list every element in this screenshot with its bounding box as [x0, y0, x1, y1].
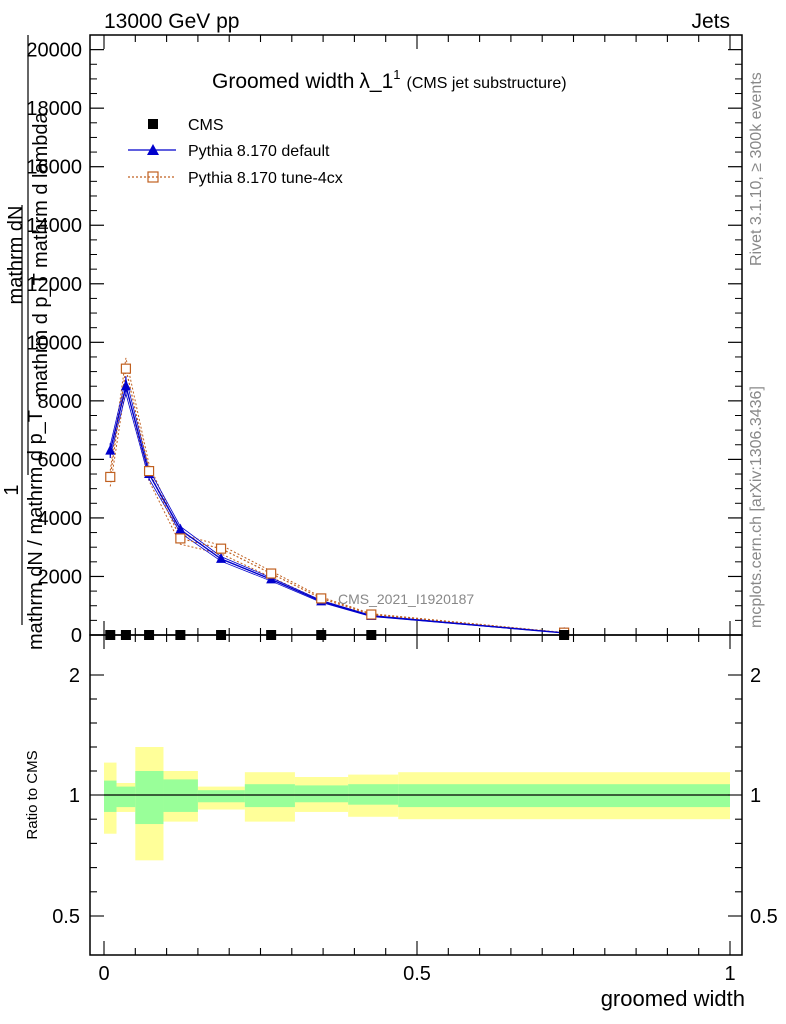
legend-default-label: Pythia 8.170 default	[188, 143, 330, 160]
y-tick-label: 0	[71, 625, 82, 647]
y-tick-label: 6000	[38, 449, 83, 471]
y-tick-label: 18000	[26, 98, 82, 120]
energy-label: 13000 GeV pp	[104, 10, 239, 33]
rivet-label: Rivet 3.1.10, ≥ 300k events	[748, 72, 765, 266]
y-tick-label: 8000	[38, 391, 83, 413]
ylabel-bottom: mathrm dN / mathrm d p_T	[25, 410, 47, 650]
tune-point	[175, 533, 186, 544]
tune-point	[366, 609, 377, 620]
series-tune-line	[109, 368, 565, 634]
x-tick-label: 0	[98, 963, 109, 985]
ratio-band-inner	[104, 780, 117, 812]
y-tick-label: 2000	[38, 566, 83, 588]
y-tick-label: 16000	[26, 157, 82, 179]
chart-title: Groomed width λ_11(CMS jet substructure)	[212, 67, 567, 93]
main-ticks: 0 2000 4000 6000 8000 10000 12000 14000 16000 180…	[26, 35, 742, 647]
legend: CMS Pythia 8.170 default Pythia 8.170 tu…	[128, 117, 343, 187]
y-tick-label: 20000	[26, 40, 82, 62]
process-label: Jets	[691, 10, 730, 33]
ratio-band-inner	[244, 784, 295, 808]
legend-cms-marker	[148, 119, 158, 129]
ratio-band-inner	[294, 785, 349, 803]
tune-point	[316, 593, 327, 604]
default-point	[120, 380, 131, 391]
ylabel-one: 1	[1, 484, 23, 495]
tune-point	[266, 568, 277, 579]
mcplots-label: mcplots.cern.ch [arXiv:1306.3436]	[748, 386, 765, 628]
main-ylabel: mathrm dN mathrm d p_T mathrm d lambda 1…	[1, 35, 52, 650]
legend-tune-label: Pythia 8.170 tune-4cx	[188, 170, 343, 187]
ratio-ylabel: Ratio to CMS	[24, 750, 41, 839]
x-tick-label: 0.5	[403, 963, 431, 985]
ratio-band-inner	[197, 790, 245, 803]
default-point	[216, 552, 227, 563]
y-tick-label: 14000	[26, 215, 82, 237]
tune-point	[120, 363, 132, 374]
legend-tune-marker	[147, 171, 159, 183]
tune-point	[143, 465, 155, 477]
analysis-watermark: CMS_2021_I1920187	[338, 591, 474, 607]
default-point	[175, 523, 186, 534]
ratio-y-tick-label-right: 1	[750, 785, 761, 807]
ratio-y-tick-label: 0.5	[52, 906, 80, 928]
ratio-y-tick-label-right: 0.5	[750, 906, 778, 928]
legend-default-marker	[147, 144, 159, 155]
x-tick-label: 1	[724, 963, 735, 985]
default-point	[105, 444, 116, 455]
ylabel-top-num: mathrm dN	[5, 206, 27, 305]
ratio-ticks: 0 0.5 1 0.5 0.5 1 1 2 2	[52, 635, 778, 985]
legend-cms-label: CMS	[188, 117, 224, 134]
ratio-y-tick-label: 1	[69, 785, 80, 807]
tune-point	[105, 471, 116, 483]
ylabel-top-den: mathrm d p_T mathrm d lambda	[30, 111, 52, 397]
ratio-band-inner	[116, 786, 136, 808]
main-plot-content	[105, 357, 570, 640]
y-tick-label: 4000	[38, 508, 83, 530]
y-tick-label: 12000	[26, 274, 82, 296]
ratio-band-inner	[398, 784, 730, 808]
y-tick-label: 10000	[26, 332, 82, 354]
ratio-bands	[104, 747, 730, 861]
ratio-y-tick-label-right: 2	[750, 665, 761, 687]
xlabel: groomed width	[601, 986, 745, 1011]
ratio-y-tick-label: 2	[69, 665, 80, 687]
ratio-band-inner	[163, 779, 198, 812]
ratio-band-inner	[135, 771, 164, 825]
tune-point	[215, 543, 227, 554]
